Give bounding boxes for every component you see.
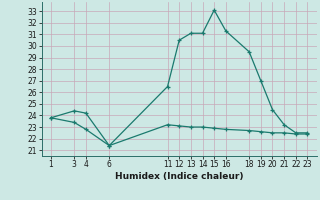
X-axis label: Humidex (Indice chaleur): Humidex (Indice chaleur) [115,172,244,181]
